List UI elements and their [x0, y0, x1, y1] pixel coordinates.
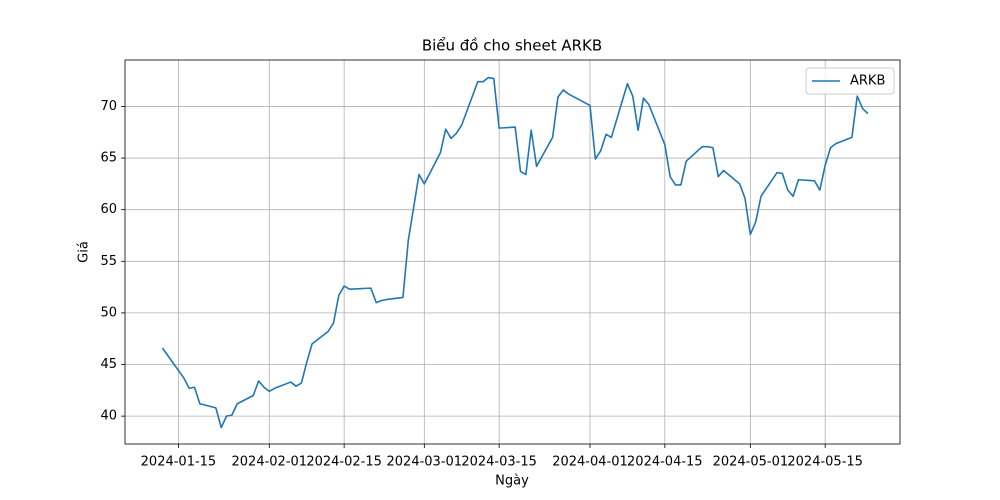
chart-title: Biểu đồ cho sheet ARKB	[422, 37, 602, 55]
x-tick-label: 2024-05-15	[787, 455, 863, 470]
grid	[121, 60, 900, 448]
x-tick-label: 2024-01-15	[141, 455, 217, 470]
data-line	[161, 76, 869, 429]
x-tick-label: 2024-05-01	[713, 455, 789, 470]
y-tick-label: 55	[100, 254, 117, 269]
x-tick-label: 2024-02-15	[306, 455, 382, 470]
legend: ARKB	[805, 67, 895, 95]
y-tick-label: 60	[100, 202, 117, 217]
legend-label: ARKB	[850, 74, 885, 89]
y-tick-label: 50	[100, 305, 117, 320]
y-tick-label: 40	[100, 409, 117, 424]
x-tick-label: 2024-03-01	[387, 455, 463, 470]
y-tick-label: 45	[100, 357, 117, 372]
y-axis-label: Giá	[77, 241, 92, 263]
y-tick-label: 65	[100, 151, 117, 166]
x-tick-label: 2024-04-01	[552, 455, 628, 470]
legend-box	[805, 67, 895, 95]
x-tick-label: 2024-02-01	[232, 455, 308, 470]
x-tick-label: 2024-03-15	[461, 455, 537, 470]
x-axis-label: Ngày	[495, 474, 529, 489]
lines	[161, 76, 869, 429]
y-tick-label: 70	[100, 99, 117, 114]
x-tick-label: 2024-04-15	[627, 455, 703, 470]
plot-frame	[124, 59, 901, 445]
